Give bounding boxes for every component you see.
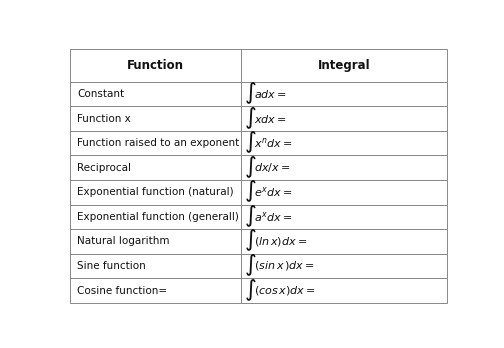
Text: $\int$: $\int$ (243, 154, 256, 180)
Text: Function x: Function x (77, 114, 131, 124)
Text: Cosine function=: Cosine function= (77, 285, 167, 295)
Bar (241, 131, 447, 156)
Text: $(\mathit{sin}\, x\,) dx =$: $(\mathit{sin}\, x\,) dx =$ (254, 260, 315, 272)
Bar (70, 180, 241, 205)
Bar (70, 254, 241, 278)
Bar (70, 156, 241, 180)
Text: $x^n dx  =$: $x^n dx =$ (254, 136, 293, 150)
Text: $\int$: $\int$ (243, 203, 256, 229)
Text: $e^x dx =$: $e^x dx =$ (254, 185, 292, 199)
Bar (241, 180, 447, 205)
Text: Reciprocal: Reciprocal (77, 163, 131, 173)
Text: Exponential function (generall): Exponential function (generall) (77, 212, 239, 222)
Bar (241, 254, 447, 278)
Bar (241, 106, 447, 131)
Bar (70, 131, 241, 156)
Bar (241, 278, 447, 303)
Text: $a dx  =$: $a dx =$ (254, 88, 287, 100)
Bar (241, 205, 447, 229)
Text: $\int$: $\int$ (243, 129, 256, 155)
Text: $x dx  =$: $x dx =$ (254, 113, 287, 125)
Bar (70, 278, 241, 303)
Text: Exponential function (natural): Exponential function (natural) (77, 187, 233, 197)
Bar (70, 49, 241, 82)
Text: $(\mathit{ln}\, x) dx =$: $(\mathit{ln}\, x) dx =$ (254, 235, 307, 248)
Text: $\int$: $\int$ (243, 105, 256, 131)
Bar (241, 49, 447, 82)
Text: $\int$: $\int$ (243, 228, 256, 253)
Bar (70, 229, 241, 254)
Bar (70, 205, 241, 229)
Text: Function raised to an exponent: Function raised to an exponent (77, 138, 239, 148)
Bar (70, 82, 241, 106)
Text: $\int$: $\int$ (243, 277, 256, 303)
Bar (241, 229, 447, 254)
Text: Sine function: Sine function (77, 261, 146, 271)
Text: $\int$: $\int$ (243, 252, 256, 278)
Text: $\int$: $\int$ (243, 80, 256, 106)
Text: $(\mathit{cos}\, x) dx =$: $(\mathit{cos}\, x) dx =$ (254, 284, 316, 297)
Text: $\int$: $\int$ (243, 179, 256, 204)
Text: Natural logarithm: Natural logarithm (77, 236, 169, 246)
Bar (241, 156, 447, 180)
Text: $a^x dx =$: $a^x dx =$ (254, 210, 292, 224)
Text: Constant: Constant (77, 89, 124, 99)
Bar (70, 106, 241, 131)
Text: $dx / x =$: $dx / x =$ (254, 161, 290, 174)
Text: Function: Function (127, 59, 184, 72)
Bar (241, 82, 447, 106)
Text: Integral: Integral (318, 59, 370, 72)
